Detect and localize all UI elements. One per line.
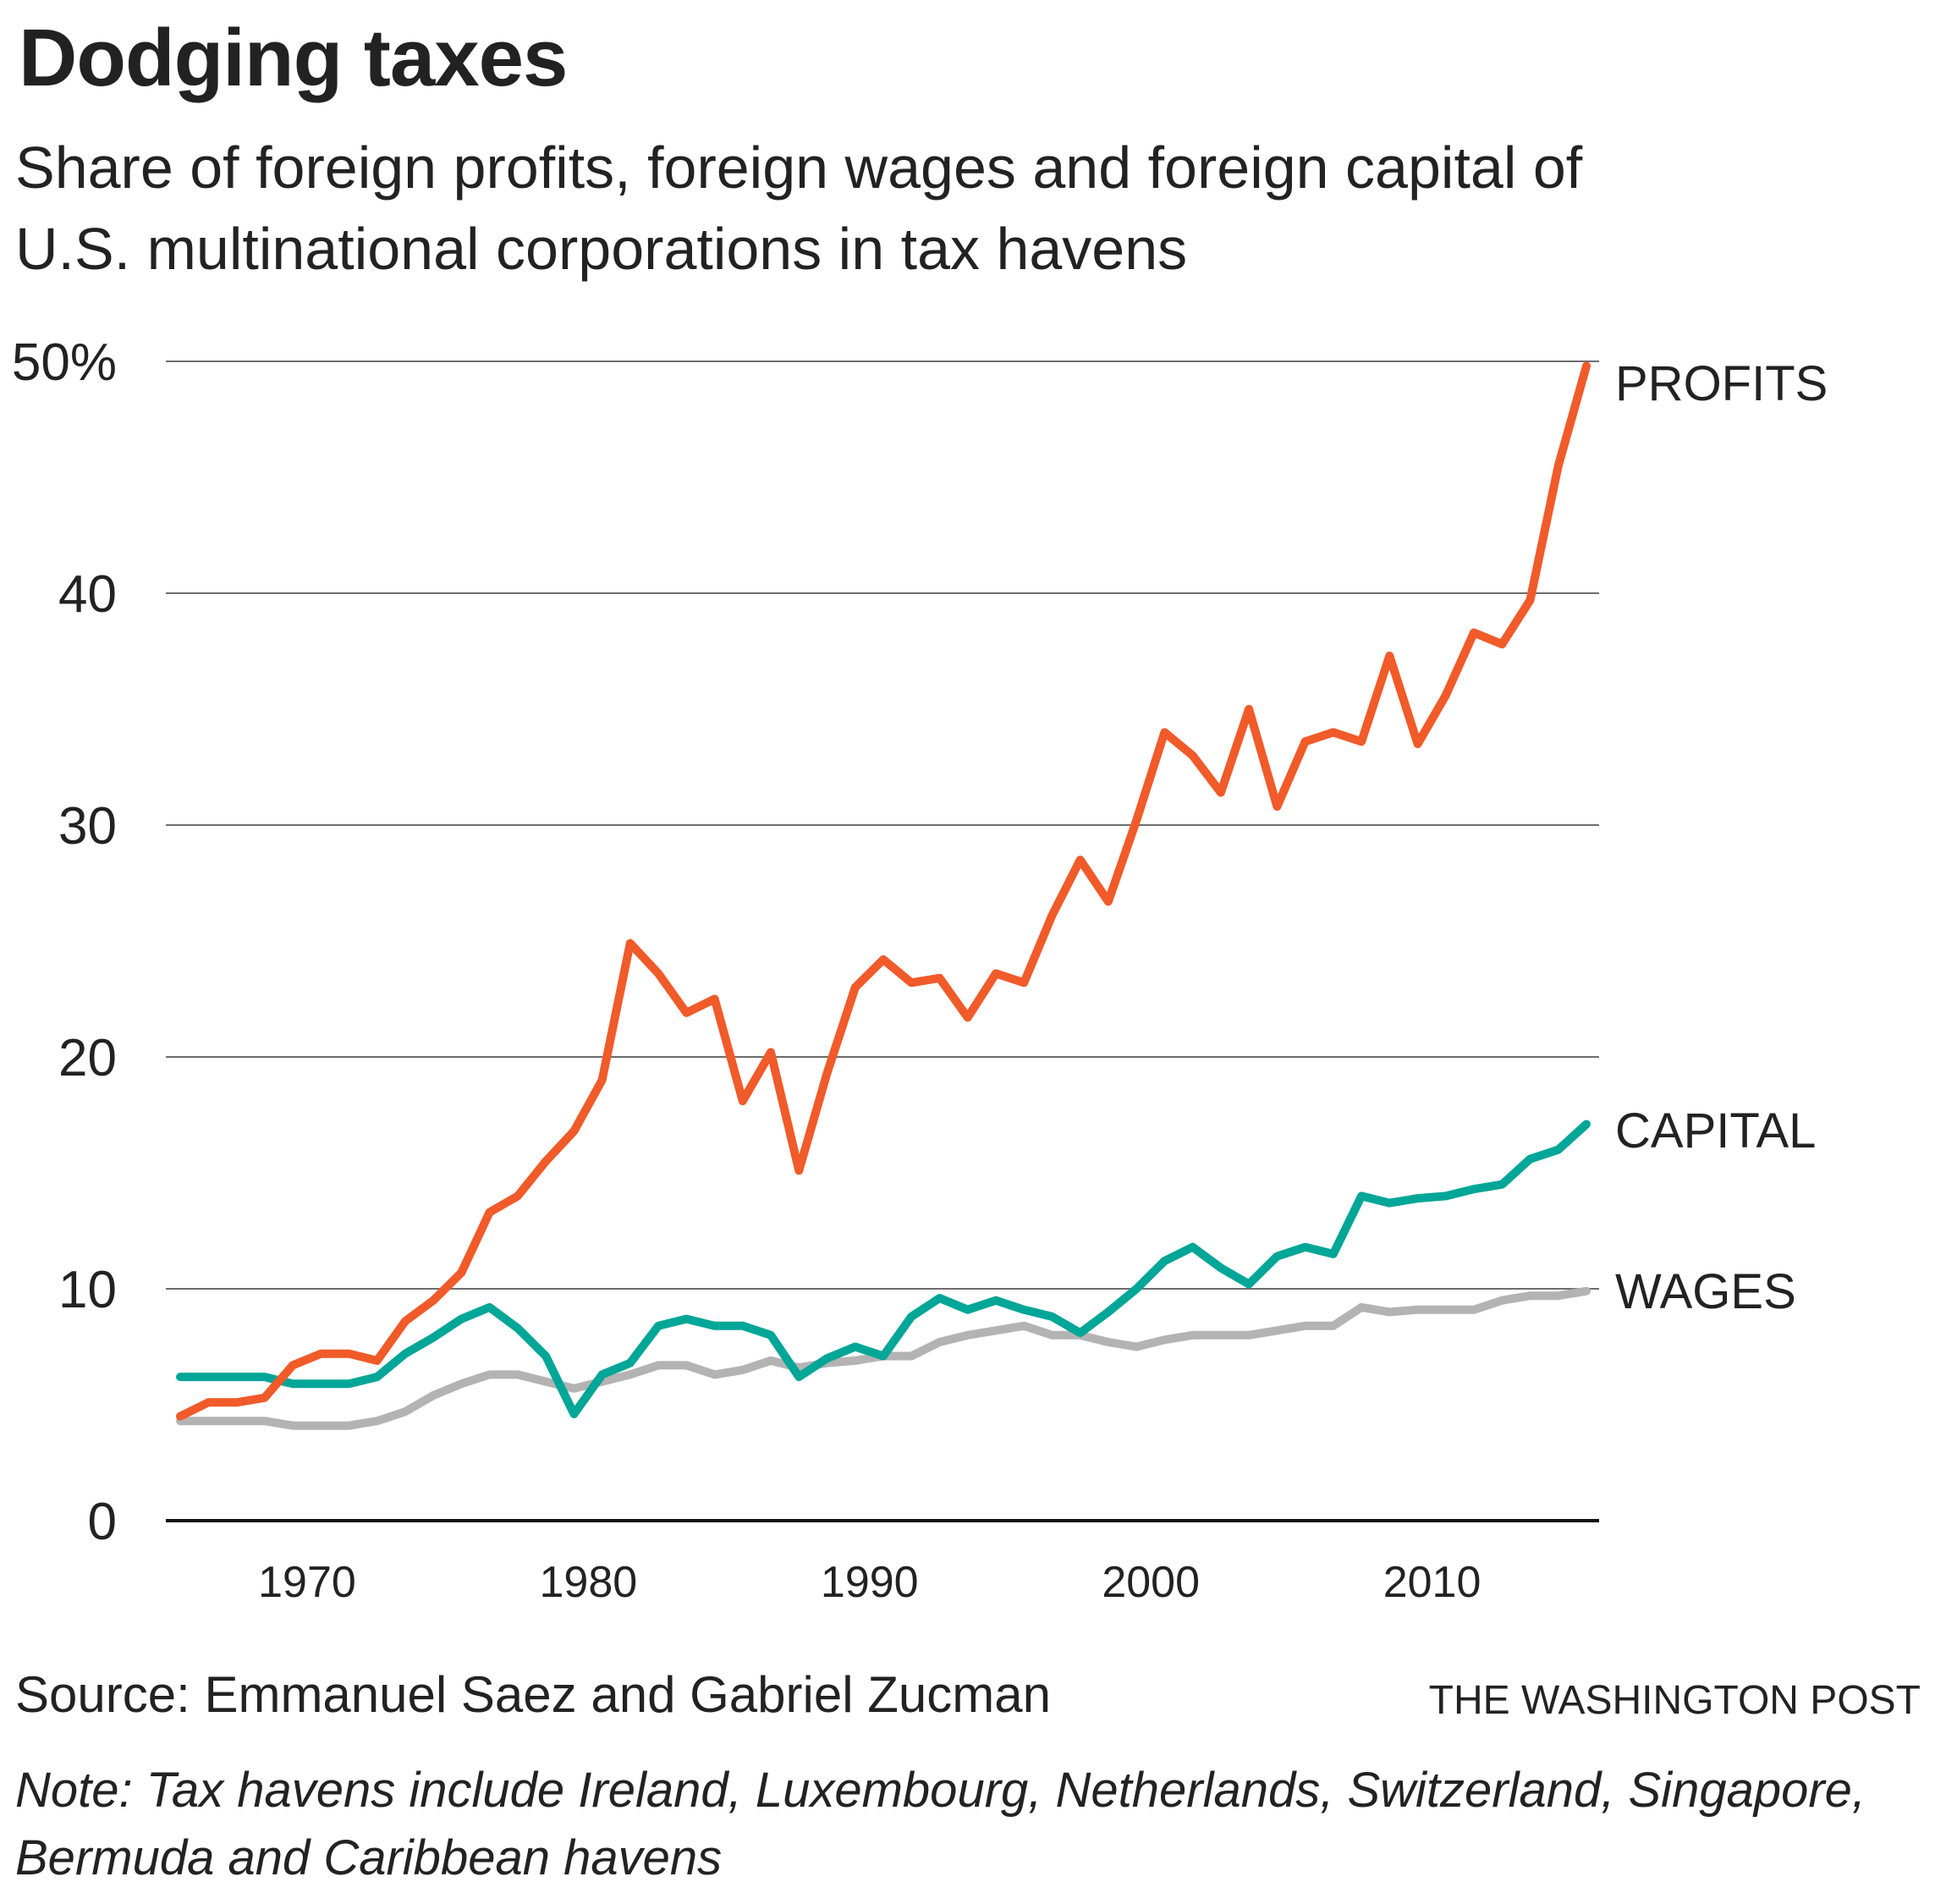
note-text: Note: Tax havens include Ireland, Luxemb…	[15, 1757, 1927, 1892]
publisher-credit: THE WASHINGTON POST	[1428, 1678, 1921, 1723]
series-lines	[176, 361, 1591, 1430]
x-tick-label: 1970	[258, 1558, 356, 1607]
gridlines	[166, 360, 1599, 1522]
y-tick-label: 40	[58, 565, 117, 624]
y-tick-label: 10	[58, 1261, 117, 1319]
series-label-profits: PROFITS	[1615, 356, 1828, 411]
x-tick-label: 2000	[1102, 1558, 1200, 1607]
line-chart: 0 10 20 30 40 50% 1970 1980 1990 2000 2010 PROFIT…	[12, 333, 1828, 1607]
y-axis-ticks: 0 10 20 30 40 50%	[12, 333, 117, 1551]
y-tick-label: 50%	[12, 333, 117, 392]
series-label-wages: WAGES	[1615, 1264, 1796, 1319]
x-tick-label: 1990	[821, 1558, 919, 1607]
note-line: Bermuda and Caribbean havens	[15, 1830, 723, 1885]
series-line-profits	[176, 361, 1591, 1421]
x-tick-label: 2010	[1383, 1558, 1481, 1607]
series-label-capital: CAPITAL	[1615, 1103, 1816, 1158]
note-line: Note: Tax havens include Ireland, Luxemb…	[15, 1763, 1866, 1818]
x-tick-label: 1980	[540, 1558, 638, 1607]
chart-title: Dodging taxes	[19, 13, 568, 103]
y-tick-label: 0	[88, 1493, 117, 1551]
series-labels: PROFITS CAPITAL WAGES	[1615, 356, 1828, 1319]
subtitle-line: Share of foreign profits, foreign wages …	[15, 135, 1583, 201]
y-tick-label: 20	[58, 1029, 117, 1087]
chart-subtitle: Share of foreign profits, foreign wages …	[15, 127, 1792, 289]
subtitle-line: U.S. multinational corporations in tax h…	[15, 216, 1188, 282]
source-text: Source: Emmanuel Saez and Gabriel Zucman	[15, 1666, 1051, 1723]
series-line-capital	[176, 1120, 1591, 1418]
x-axis-ticks: 1970 1980 1990 2000 2010	[258, 1558, 1481, 1607]
y-tick-label: 30	[58, 797, 117, 856]
